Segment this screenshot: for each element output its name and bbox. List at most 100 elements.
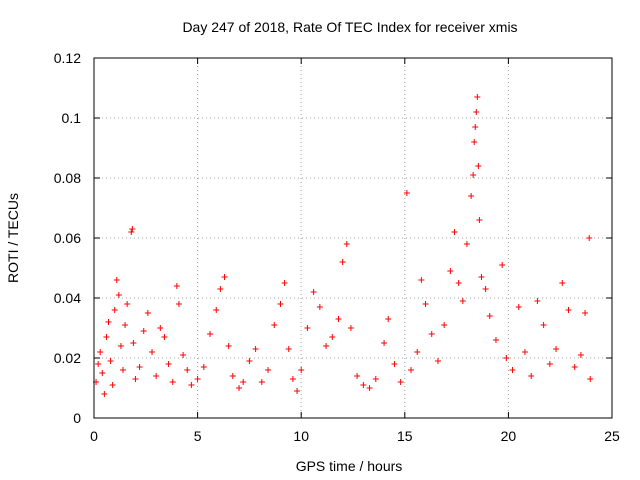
data-point (471, 139, 478, 145)
data-point (372, 376, 379, 382)
data-point (107, 358, 114, 364)
data-point (509, 367, 516, 373)
data-point (553, 346, 560, 352)
data-point (499, 262, 506, 268)
data-point (473, 109, 480, 115)
data-point (472, 124, 479, 130)
data-points (93, 94, 594, 397)
data-point (161, 334, 168, 340)
grid (94, 58, 612, 418)
data-point (207, 331, 214, 337)
data-point (113, 277, 120, 283)
data-point (582, 310, 589, 316)
data-point (571, 364, 578, 370)
data-point (130, 340, 137, 346)
data-point (492, 337, 499, 343)
data-point (120, 367, 127, 373)
data-point (310, 289, 317, 295)
data-point (304, 325, 311, 331)
x-tick-label: 25 (604, 428, 620, 444)
x-tick-label: 5 (194, 428, 202, 444)
data-point (117, 343, 124, 349)
data-point (298, 367, 305, 373)
data-point (397, 379, 404, 385)
data-point (403, 190, 410, 196)
data-point (258, 379, 265, 385)
y-tick-label: 0.02 (54, 350, 81, 366)
data-point (277, 301, 284, 307)
x-tick-label: 10 (293, 428, 309, 444)
data-point (246, 358, 253, 364)
data-point (475, 163, 482, 169)
y-tick-label: 0.1 (62, 110, 82, 126)
data-point (354, 373, 361, 379)
data-point (97, 349, 104, 355)
data-point (455, 280, 462, 286)
y-tick-label: 0 (73, 410, 81, 426)
data-point (459, 298, 466, 304)
x-tick-label: 15 (397, 428, 413, 444)
data-point (115, 292, 122, 298)
data-point (559, 280, 566, 286)
data-point (441, 322, 448, 328)
data-point (105, 319, 112, 325)
data-point (173, 283, 180, 289)
data-point (144, 310, 151, 316)
data-point (271, 322, 278, 328)
x-tick-label: 20 (501, 428, 517, 444)
data-point (434, 358, 441, 364)
data-point (381, 340, 388, 346)
data-point (486, 313, 493, 319)
chart-title: Day 247 of 2018, Rate Of TEC Index for r… (182, 19, 517, 35)
data-point (316, 304, 323, 310)
data-point (99, 370, 106, 376)
data-point (476, 217, 483, 223)
data-point (140, 328, 147, 334)
data-point (265, 367, 272, 373)
data-point (503, 355, 510, 361)
data-point (463, 241, 470, 247)
data-point (128, 229, 135, 235)
data-point (422, 301, 429, 307)
data-point (240, 379, 247, 385)
data-point (180, 352, 187, 358)
data-point (252, 346, 259, 352)
data-point (194, 376, 201, 382)
data-point (515, 304, 522, 310)
data-point (122, 322, 129, 328)
data-point (478, 274, 485, 280)
data-point (339, 259, 346, 265)
data-point (428, 331, 435, 337)
data-point (540, 322, 547, 328)
data-point (587, 376, 594, 382)
data-point (221, 274, 228, 280)
data-point (418, 277, 425, 283)
data-point (391, 361, 398, 367)
data-point (366, 385, 373, 391)
data-point (149, 349, 156, 355)
data-point (157, 325, 164, 331)
data-point (474, 94, 481, 100)
data-point (470, 172, 477, 178)
data-point (586, 235, 593, 241)
data-point (103, 334, 110, 340)
data-point (323, 343, 330, 349)
data-point (124, 301, 131, 307)
data-point (217, 286, 224, 292)
y-tick-label: 0.12 (54, 50, 81, 66)
y-tick-label: 0.04 (54, 290, 81, 306)
data-point (546, 361, 553, 367)
data-point (360, 382, 367, 388)
data-point (188, 382, 195, 388)
data-point (109, 382, 116, 388)
data-point (534, 298, 541, 304)
data-point (468, 193, 475, 199)
data-point (285, 346, 292, 352)
data-point (329, 334, 336, 340)
data-point (414, 349, 421, 355)
data-point (229, 373, 236, 379)
data-point (294, 388, 301, 394)
data-point (289, 376, 296, 382)
data-point (408, 367, 415, 373)
